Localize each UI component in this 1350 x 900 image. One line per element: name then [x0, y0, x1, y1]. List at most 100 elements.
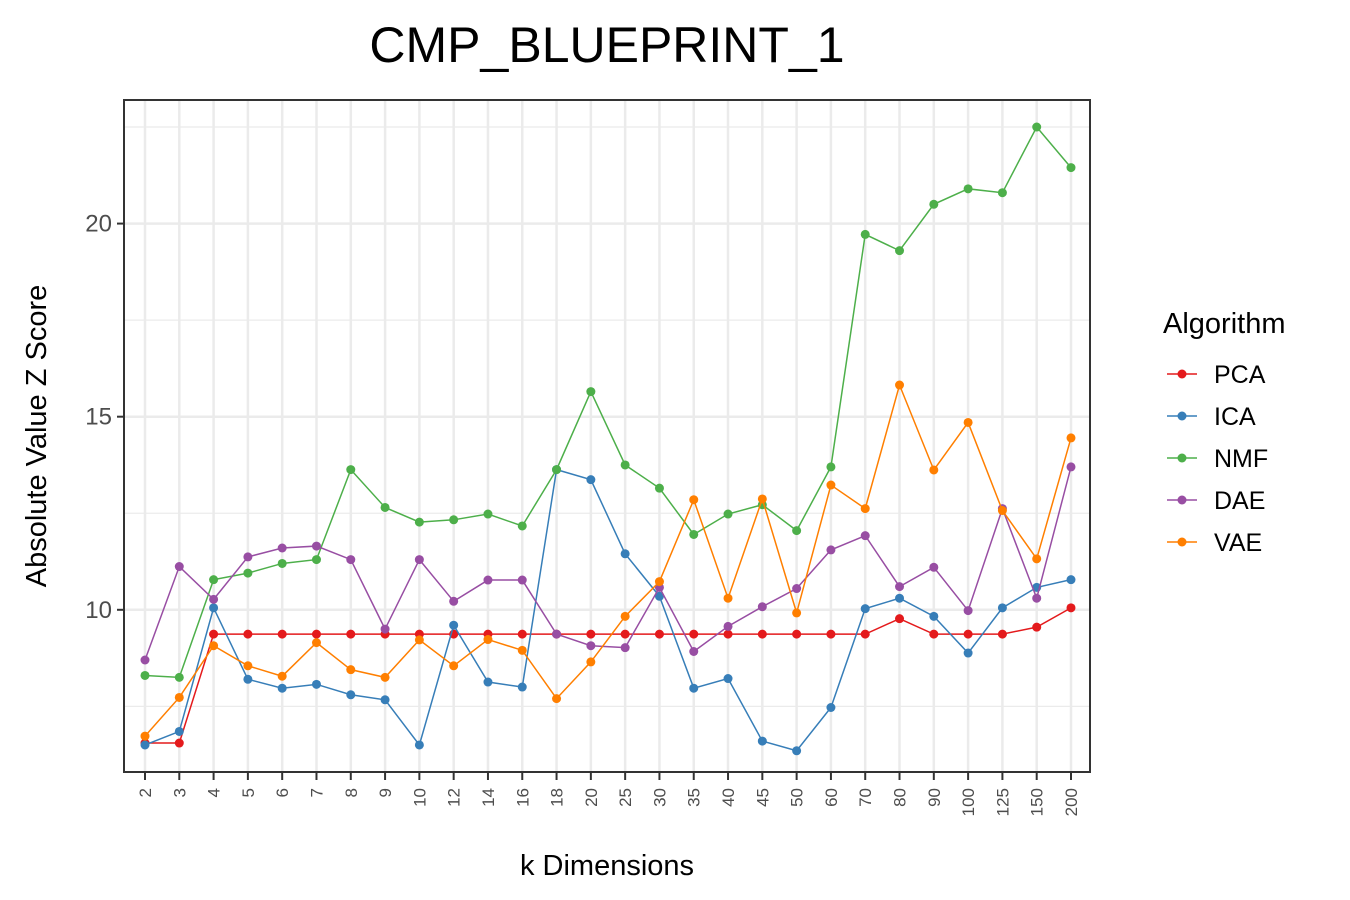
data-point-vae	[654, 577, 664, 587]
data-point-nmf	[1066, 163, 1076, 173]
data-point-vae	[414, 635, 424, 645]
x-tick-label: 7	[307, 788, 326, 797]
x-tick-label: 6	[273, 788, 292, 797]
data-point-vae	[517, 645, 527, 655]
data-point-nmf	[140, 670, 150, 680]
data-point-nmf	[209, 575, 219, 585]
y-axis-title: Absolute Value Z Score	[21, 285, 53, 588]
data-point-vae	[209, 641, 219, 651]
chart-title: CMP_BLUEPRINT_1	[369, 17, 844, 73]
x-tick-label: 20	[582, 788, 601, 807]
data-point-vae	[311, 638, 321, 648]
data-point-dae	[483, 575, 493, 585]
y-tick-label: 15	[85, 404, 112, 431]
x-tick-label: 30	[650, 788, 669, 807]
data-point-nmf	[792, 526, 802, 536]
legend: Algorithm PCA ICA NMF DAE VAE	[1163, 308, 1286, 557]
data-point-nmf	[929, 199, 939, 209]
data-point-ica	[929, 611, 939, 621]
data-point-nmf	[826, 462, 836, 472]
data-point-nmf	[277, 558, 287, 568]
data-point-ica	[723, 674, 733, 684]
series-vae	[140, 380, 1076, 741]
data-point-dae	[895, 582, 905, 592]
data-point-ica	[277, 683, 287, 693]
x-tick-label: 4	[205, 788, 224, 797]
x-tick-label: 14	[479, 788, 498, 807]
series-dae	[140, 462, 1076, 665]
x-tick-label: 40	[719, 788, 738, 807]
data-point-nmf	[895, 246, 905, 256]
data-point-pca	[311, 629, 321, 639]
series-line-ica	[144, 468, 1072, 752]
data-point-pca	[826, 629, 836, 639]
data-point-ica	[860, 604, 870, 614]
data-point-dae	[174, 562, 184, 572]
x-tick-label: 50	[788, 788, 807, 807]
data-point-vae	[552, 694, 562, 704]
data-point-vae	[380, 672, 390, 682]
legend-label: VAE	[1214, 529, 1262, 557]
data-point-ica	[586, 475, 596, 485]
data-point-ica	[414, 740, 424, 750]
data-point-vae	[723, 593, 733, 603]
x-tick-label: 80	[891, 788, 910, 807]
data-point-dae	[311, 541, 321, 551]
data-point-dae	[1066, 462, 1076, 472]
x-tick-label: 35	[685, 788, 704, 807]
legend-label: NMF	[1214, 445, 1268, 473]
legend-label: ICA	[1214, 403, 1256, 431]
legend-key-point	[1177, 369, 1187, 379]
legend-item-nmf: NMF	[1167, 445, 1268, 473]
plot-panel-border	[123, 99, 1091, 773]
data-point-vae	[346, 665, 356, 675]
data-point-vae	[963, 417, 973, 427]
data-point-ica	[1066, 575, 1076, 585]
data-point-dae	[517, 575, 527, 585]
data-point-pca	[517, 629, 527, 639]
data-point-pca	[1066, 603, 1076, 613]
data-point-ica	[449, 620, 459, 630]
data-point-dae	[620, 643, 630, 653]
data-point-vae	[620, 611, 630, 621]
legend-item-vae: VAE	[1167, 529, 1262, 557]
data-point-pca	[1032, 622, 1042, 632]
data-point-vae	[860, 504, 870, 514]
data-point-ica	[517, 682, 527, 692]
data-point-nmf	[620, 460, 630, 470]
data-point-nmf	[346, 465, 356, 475]
series-ica	[140, 465, 1076, 756]
legend-key-point	[1177, 537, 1187, 547]
data-point-ica	[209, 603, 219, 613]
data-point-dae	[140, 655, 150, 665]
legend-item-ica: ICA	[1167, 403, 1256, 431]
data-point-dae	[346, 555, 356, 565]
data-point-ica	[380, 695, 390, 705]
legend-label: PCA	[1214, 361, 1266, 389]
grid	[124, 100, 1090, 772]
data-point-pca	[997, 629, 1007, 639]
data-point-pca	[757, 629, 767, 639]
data-point-vae	[277, 671, 287, 681]
x-tick-label: 25	[616, 788, 635, 807]
data-point-dae	[826, 545, 836, 555]
data-point-ica	[963, 648, 973, 658]
data-point-ica	[620, 549, 630, 559]
data-point-nmf	[1032, 122, 1042, 132]
data-point-nmf	[963, 184, 973, 194]
data-point-nmf	[860, 229, 870, 239]
data-point-dae	[449, 596, 459, 606]
legend-key-point	[1177, 453, 1187, 463]
data-point-dae	[380, 624, 390, 634]
data-point-dae	[689, 647, 699, 657]
data-point-vae	[1066, 433, 1076, 443]
data-point-vae	[174, 692, 184, 702]
series-layer	[140, 122, 1076, 756]
data-point-dae	[1032, 593, 1042, 603]
x-tick-label: 150	[1028, 788, 1047, 816]
data-point-vae	[449, 661, 459, 671]
x-tick-label: 5	[239, 788, 258, 797]
y-tick-label: 10	[85, 597, 112, 624]
data-point-pca	[243, 629, 253, 639]
data-point-ica	[346, 690, 356, 700]
